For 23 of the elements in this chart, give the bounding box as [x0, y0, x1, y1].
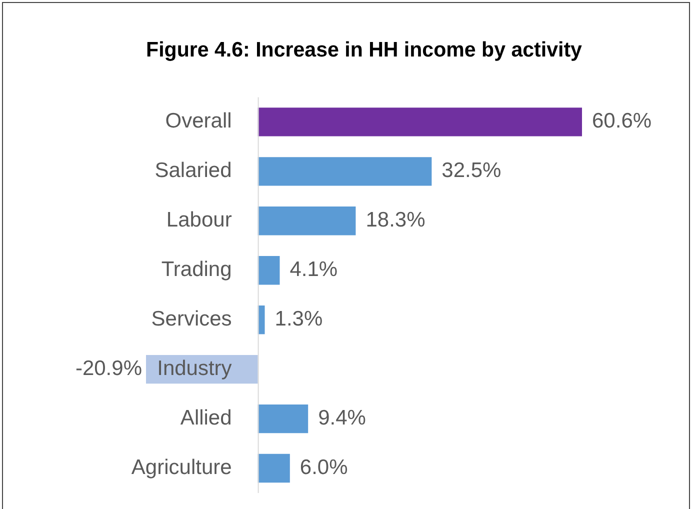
y-tick-label: Overall: [165, 110, 232, 133]
data-label: 60.6%: [592, 110, 652, 133]
y-tick-label: Services: [151, 308, 232, 331]
y-tick-label: Allied: [180, 406, 232, 430]
data-label: 1.3%: [274, 308, 323, 331]
data-label: 18.3%: [366, 208, 426, 232]
bar: [258, 108, 582, 136]
bar: [258, 157, 432, 186]
data-label: 6.0%: [300, 456, 348, 480]
y-tick-label: Labour: [166, 208, 232, 232]
bar: [258, 454, 290, 483]
data-label: 9.4%: [318, 406, 366, 430]
data-label: -20.9%: [75, 357, 142, 380]
data-label: 32.5%: [442, 159, 502, 182]
y-tick-label: Salaried: [154, 159, 232, 182]
y-tick-label: Trading: [161, 258, 232, 282]
bar: [258, 256, 280, 285]
bar: [258, 404, 308, 434]
bar: [258, 206, 356, 236]
y-tick-label: Agriculture: [131, 456, 232, 480]
data-label: 4.1%: [290, 258, 338, 282]
chart-title: Figure 4.6: Increase in HH income by activity: [146, 38, 582, 62]
y-tick-label: Industry: [157, 357, 232, 380]
